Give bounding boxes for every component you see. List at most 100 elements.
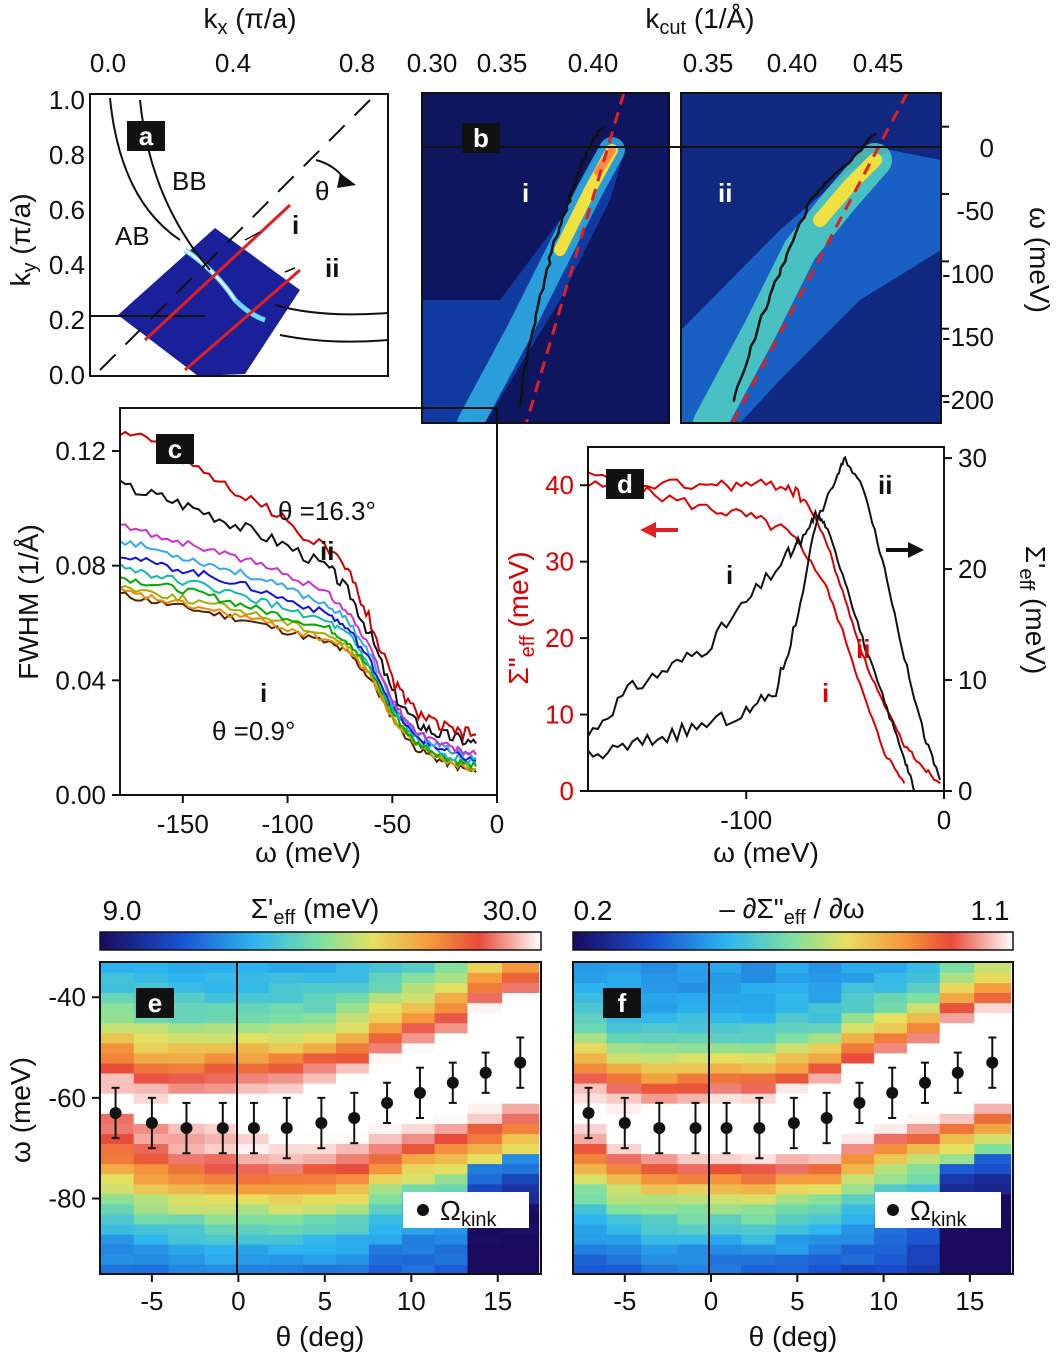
panel-f-map-cell [677, 1223, 715, 1235]
panel-f-xtick: 10 [869, 1286, 898, 1316]
panel-f-kink-point [787, 1117, 800, 1130]
panel-e-map-cell [502, 992, 540, 1004]
panel-b-ytick: -200 [942, 385, 994, 415]
panel-e-map-cell [502, 1243, 540, 1255]
panel-f-map-cell [775, 1243, 813, 1255]
panel-f-map-cell [741, 1243, 779, 1255]
panel-e-map-cell [502, 1133, 540, 1144]
panel-f-xtick: -5 [613, 1286, 636, 1316]
panel-e-map-cell [133, 1263, 171, 1274]
panel-c-ytick: 0.00 [55, 780, 106, 810]
panel-b-ylabel: ω (meV) [1024, 207, 1055, 313]
panel-e-map-cell [368, 992, 406, 1004]
panel-c: -150 -100 -50 00.000.040.080.12 c θ =16.3° … [13, 407, 504, 868]
panel-e-map-cell [434, 1102, 472, 1114]
panel-f-map-cell [939, 972, 977, 983]
panel-e-map-cell [168, 1173, 206, 1185]
panel-f-map-cell [874, 1012, 912, 1024]
panel-e-map-cell [336, 972, 374, 983]
panel-f-map-cell [741, 992, 779, 1004]
panel-f-map-cell [939, 1153, 977, 1165]
panel-e-map-cell [434, 1183, 472, 1195]
panel-f-map-cell [677, 1163, 715, 1175]
panel-f-map-cell [708, 1263, 746, 1274]
panel-e-map-cell [235, 1012, 273, 1024]
panel-e-map-cell [235, 992, 273, 1004]
panel-e-map-cell [133, 1072, 171, 1084]
panel-e-map-cell [467, 972, 505, 983]
panel-f-map-cell [974, 1253, 1012, 1265]
panel-f-map-cell [974, 992, 1012, 1004]
panel-e-map-cell [100, 1193, 135, 1205]
panel-f-map-cell [841, 1072, 879, 1084]
panel-c-frame [119, 407, 498, 796]
panel-e-map-cell [368, 1022, 406, 1034]
panel-f-map-cell [708, 992, 746, 1004]
panel-c-lines [120, 430, 477, 773]
panel-e-map-cell [168, 1163, 206, 1175]
panel-e-map-cell [336, 1052, 374, 1064]
panel-c-theta-max-label: θ =16.3° [278, 496, 376, 526]
panel-e-frame [99, 961, 542, 1275]
panel-f-map-cell [808, 972, 846, 983]
panel-e-map-cell [336, 1213, 374, 1225]
panel-e-map-cell [336, 1002, 374, 1014]
panel-e-map-cell [100, 972, 135, 983]
panel-f-map-cell [874, 1143, 912, 1155]
panel-e-map-cell [368, 1213, 406, 1225]
panel-d-series-line [588, 480, 906, 784]
panel-f-map-cell [641, 962, 679, 973]
panel-e-map-cell [467, 982, 505, 993]
panel-e-map-cell [401, 1032, 439, 1044]
panel-f-map-cell [874, 1042, 912, 1054]
panel-f-map-cell [841, 1153, 879, 1165]
panel-e-map-cell [303, 1002, 341, 1014]
panel-e-xtick: -5 [140, 1286, 163, 1316]
panel-f-map-cell [708, 1012, 746, 1024]
panel-e-map-cell [235, 1163, 273, 1175]
panel-e-map-cell [100, 1042, 135, 1054]
panel-e-map-cell [100, 1143, 135, 1155]
panel-d-red-ii-label: ii [856, 634, 870, 664]
panel-e-map-cell [303, 982, 341, 993]
panel-b-xtick: 0.40 [568, 48, 619, 78]
panel-e-map-cell [100, 1163, 135, 1175]
panel-e-map-cell [502, 1263, 540, 1274]
panel-a-contour-right-2 [279, 334, 388, 343]
panel-e-map-cell [401, 1143, 439, 1155]
panel-a-ytick: 0.6 [49, 195, 85, 225]
panel-f-map-cell [808, 1082, 846, 1094]
panel-f-map-cell [808, 982, 846, 993]
panel-e-map-cell [303, 1203, 341, 1215]
panel-e-map-cell [204, 1002, 242, 1014]
panel-e-map-cell [336, 1233, 374, 1245]
panel-e-map-cell [204, 1062, 242, 1074]
panel-f-map-cell [606, 1213, 644, 1225]
panel-c-ytick: 0.08 [55, 551, 106, 581]
panel-e-map-cell [133, 1243, 171, 1255]
panel-e-map-cell [100, 1052, 135, 1064]
panel-f-map-cell [741, 1183, 779, 1195]
panel-e-map-cell [235, 1203, 273, 1215]
panel-f-map-cell [641, 972, 679, 983]
panel-e-legend: Ωkink [403, 1192, 529, 1231]
panel-f-map-cell [606, 1082, 644, 1094]
panel-e-map-cell [168, 1183, 206, 1195]
panel-d-ytick-right: 0 [958, 776, 972, 806]
panel-f-map-cell [606, 1183, 644, 1195]
panel-f-map-cell [841, 962, 879, 973]
panel-c-series-line [120, 556, 477, 762]
panel-f-map-cell [974, 1012, 1012, 1024]
panel-f-map-cell [808, 992, 846, 1004]
panel-e-map-cell [434, 1133, 472, 1144]
panel-e-map-cell [303, 1052, 341, 1064]
panel-e-map-cell [100, 1263, 135, 1274]
panel-d-ytick-left: 30 [545, 547, 574, 577]
panel-e-map-cell [204, 1163, 242, 1175]
panel-f-map-cell [841, 1022, 879, 1034]
panel-e-map-cell [268, 1223, 306, 1235]
panel-f-map-cell [974, 1102, 1012, 1114]
panel-f-map-cell [677, 1203, 715, 1215]
panel-f-map-cell [775, 1163, 813, 1175]
